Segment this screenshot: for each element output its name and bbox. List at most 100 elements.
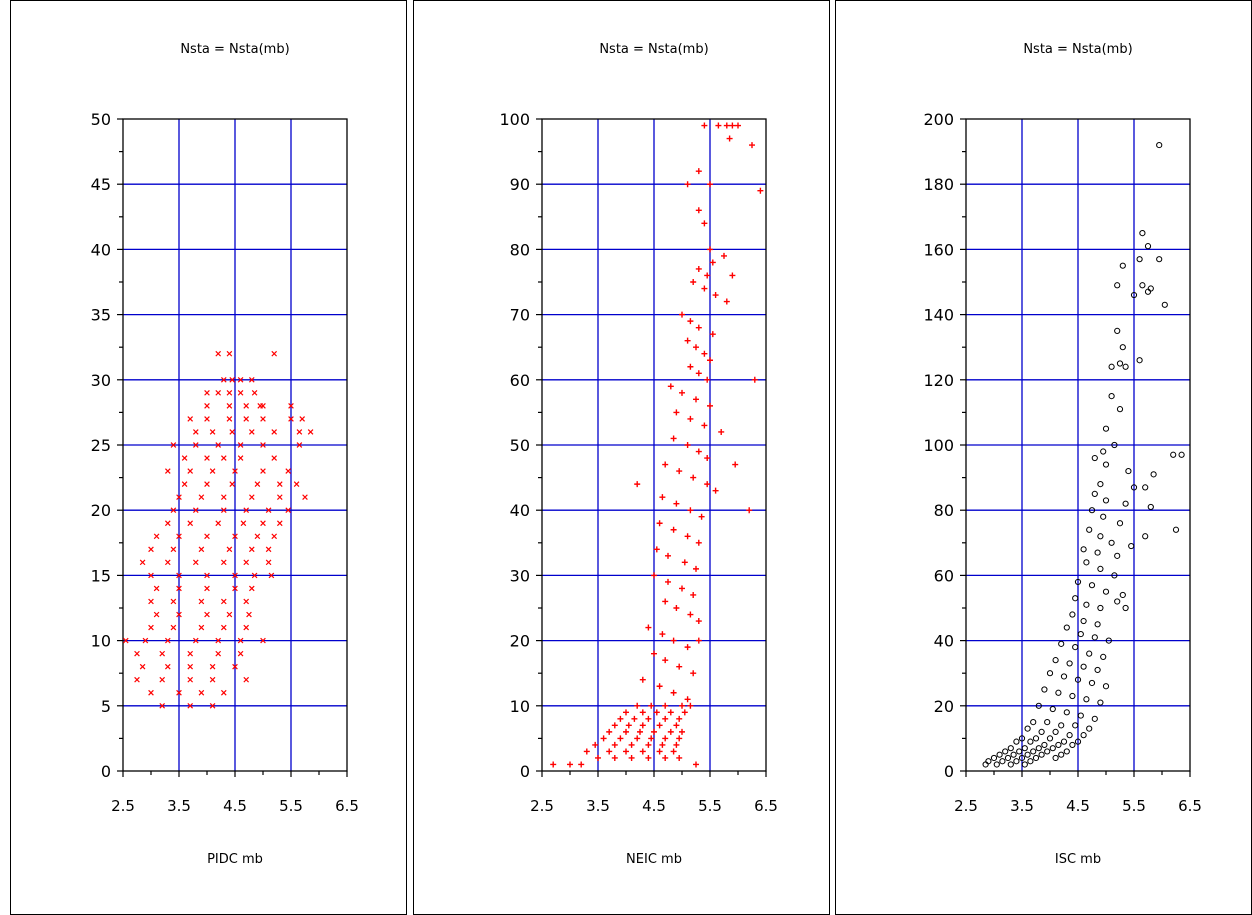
data-point: [698, 513, 705, 520]
data-point: [1097, 604, 1104, 612]
data-point: [690, 591, 697, 598]
data-point: [1114, 598, 1121, 605]
data-point: [276, 494, 283, 500]
data-point: [1077, 712, 1084, 719]
data-point: [670, 637, 677, 644]
data-point: [687, 318, 694, 325]
chart-panel-pidc: Nsta = Nsta(mb) 0 5 10 15 20 25 30 35 40 45 50 2.5 3.…: [10, 0, 407, 915]
y-tick-label: 10: [510, 697, 530, 716]
data-point: [1091, 454, 1098, 462]
data-point: [1069, 692, 1076, 700]
data-point: [665, 552, 671, 559]
data-point: [237, 376, 244, 383]
x-tick-label: 4.5: [642, 797, 666, 815]
data-point: [237, 637, 244, 644]
data-point: [639, 676, 646, 683]
data-point: [229, 481, 236, 487]
data-point: [237, 442, 244, 448]
data-point: [1147, 503, 1154, 511]
data-point: [1072, 644, 1079, 651]
data-point: [662, 598, 669, 605]
data-point: [1063, 709, 1070, 716]
data-point: [1119, 344, 1126, 351]
data-point: [695, 168, 702, 175]
data-point: [1116, 406, 1124, 413]
data-point: [707, 181, 713, 188]
data-point: [676, 754, 683, 761]
data-point: [265, 546, 272, 553]
data-point: [701, 285, 708, 292]
data-point: [243, 416, 250, 422]
data-point: [243, 624, 250, 631]
data-point: [1102, 425, 1110, 432]
y-tick-label: 0: [944, 762, 954, 781]
y-tick-label: 45: [91, 175, 111, 194]
data-point: [187, 650, 194, 657]
data-point: [192, 507, 199, 514]
data-point: [243, 559, 250, 566]
data-point: [651, 572, 657, 579]
data-point: [695, 618, 702, 625]
data-point: [662, 461, 669, 468]
data-point: [229, 376, 236, 383]
data-point: [260, 637, 266, 644]
chart-title: Nsta = Nsta(mb): [599, 42, 708, 57]
data-point: [176, 689, 182, 696]
data-point: [1172, 526, 1180, 533]
data-point: [684, 337, 691, 344]
data-point: [1178, 451, 1185, 458]
y-tick-label: 120: [923, 371, 954, 390]
data-point: [1136, 357, 1143, 364]
data-point: [243, 598, 250, 605]
data-point: [1013, 758, 1020, 765]
data-point: [237, 390, 244, 396]
data-point: [226, 390, 233, 396]
data-point: [676, 735, 683, 742]
data-point: [215, 520, 222, 527]
y-tick-label: 30: [510, 566, 530, 585]
data-point: [1016, 748, 1023, 755]
data-point: [583, 748, 590, 755]
data-point: [1156, 141, 1163, 149]
data-point: [1091, 634, 1098, 641]
data-point: [631, 715, 638, 722]
data-point: [735, 122, 741, 129]
data-point: [288, 416, 294, 422]
x-tick-label: 6.5: [754, 797, 778, 815]
chart-title: Nsta = Nsta(mb): [1023, 42, 1132, 57]
data-point: [645, 741, 652, 748]
data-point: [656, 722, 663, 729]
data-point: [693, 761, 699, 768]
data-point: [181, 481, 188, 487]
data-point: [1086, 650, 1093, 657]
data-point: [673, 605, 680, 611]
data-point: [248, 585, 255, 592]
data-point: [729, 122, 736, 129]
data-point: [1108, 363, 1115, 370]
data-point: [628, 754, 635, 761]
data-point: [159, 702, 166, 709]
data-point: [1083, 601, 1090, 608]
data-point: [656, 748, 663, 755]
data-point: [679, 389, 685, 396]
data-point: [1114, 327, 1121, 334]
data-point: [1130, 484, 1138, 491]
data-point: [651, 728, 657, 735]
x-tick-label: 5.5: [1122, 797, 1146, 815]
x-tick-label: 4.5: [223, 797, 247, 815]
data-point: [139, 559, 146, 566]
data-point: [1080, 732, 1087, 739]
data-point: [176, 494, 182, 500]
data-point: [757, 187, 764, 194]
data-point: [1074, 738, 1082, 745]
y-tick-label: 0: [101, 762, 111, 781]
data-point: [260, 442, 266, 448]
data-point: [693, 344, 699, 351]
data-point: [993, 761, 1000, 768]
data-point: [1021, 761, 1028, 768]
data-point: [1060, 673, 1068, 680]
data-point: [634, 481, 641, 488]
data-point: [209, 429, 216, 435]
x-axis-label: NEIC mb: [626, 852, 682, 867]
data-point: [1044, 719, 1051, 726]
